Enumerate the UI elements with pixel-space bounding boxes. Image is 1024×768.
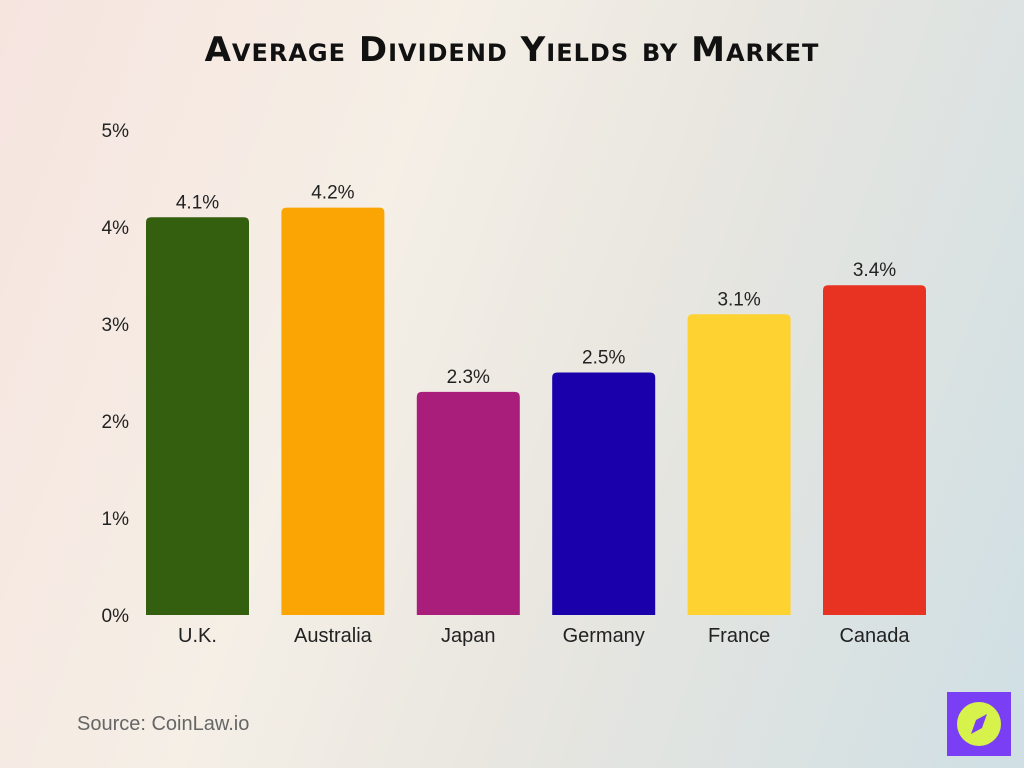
bar <box>146 217 249 616</box>
bar <box>823 285 926 615</box>
data-label: 3.4% <box>853 260 896 281</box>
x-tick-label: Canada <box>839 625 910 647</box>
y-tick-label: 1% <box>102 509 130 530</box>
data-label: 3.1% <box>717 289 760 310</box>
y-tick-label: 0% <box>102 606 130 627</box>
bar <box>281 207 385 615</box>
y-tick-label: 3% <box>102 315 130 336</box>
x-tick-label: U.K. <box>178 625 217 647</box>
bar <box>687 314 791 615</box>
y-tick-label: 2% <box>102 412 130 433</box>
bar <box>416 391 520 615</box>
compass-icon <box>947 692 1011 756</box>
data-label: 2.3% <box>447 367 490 388</box>
source-text: Source: CoinLaw.io <box>77 713 250 735</box>
y-tick-label: 5% <box>102 121 130 142</box>
x-tick-label: Japan <box>441 625 496 647</box>
data-label: 4.1% <box>176 192 219 213</box>
bar <box>552 372 656 615</box>
data-label: 4.2% <box>311 183 354 204</box>
chart-title: Average Dividend Yields by Market <box>204 30 820 70</box>
x-tick-label: Australia <box>294 625 373 647</box>
data-label: 2.5% <box>582 348 625 369</box>
x-tick-label: Germany <box>563 625 645 647</box>
y-tick-label: 4% <box>102 218 130 239</box>
x-tick-label: France <box>708 625 770 647</box>
